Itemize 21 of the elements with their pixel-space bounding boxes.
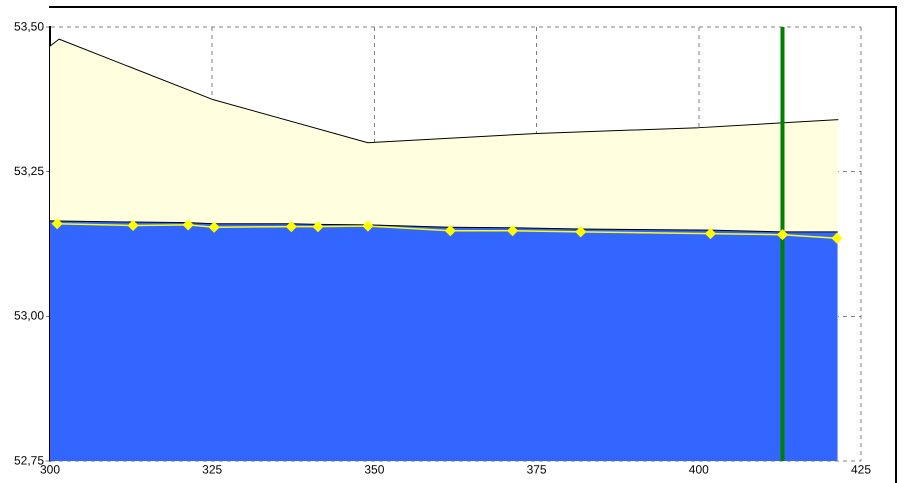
y-tick-label: 53,00 [14, 308, 44, 323]
point [445, 225, 456, 236]
point [705, 228, 716, 239]
y-tick-label: 53,50 [14, 19, 44, 34]
point [575, 226, 586, 238]
y-tick-label: 53,25 [14, 164, 44, 178]
point [128, 220, 138, 231]
point [777, 229, 788, 240]
x-tick-label: 425 [850, 462, 872, 477]
point [312, 221, 324, 232]
point [182, 220, 194, 230]
point [208, 222, 220, 232]
x-tick-label: 350 [364, 462, 385, 477]
x-tick-label: 400 [688, 462, 710, 477]
point [52, 218, 62, 229]
x-tick-label: 375 [526, 462, 547, 477]
x-tick-label: 325 [202, 462, 223, 477]
point [286, 221, 297, 232]
point [832, 232, 842, 244]
point [507, 225, 518, 236]
point [362, 220, 374, 232]
